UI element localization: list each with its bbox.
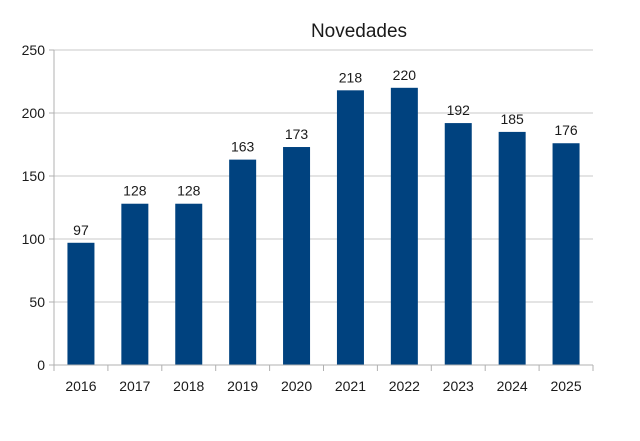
y-tick-label: 250 [22,42,46,58]
bar-2023 [444,123,472,365]
x-tick-label: 2020 [281,378,312,394]
bar-2022 [390,87,418,366]
x-tick-label: 2022 [389,378,420,394]
y-tick-label: 50 [29,294,45,310]
x-tick-label: 2016 [65,378,96,394]
bar-2025 [552,143,580,365]
bar-2019 [229,159,257,365]
x-tick-label: 2025 [550,378,581,394]
data-label-2021: 218 [339,69,363,85]
bar-2024 [498,131,526,365]
x-tick-label: 2021 [335,378,366,394]
bar-2018 [175,203,203,365]
y-tick-label: 100 [22,231,46,247]
data-label-2016: 97 [73,222,89,238]
y-axis-ticks: 0 50 100 150 200 250 [22,42,54,373]
bar-2017 [121,203,149,365]
x-tick-label: 2017 [119,378,150,394]
data-label-2020: 173 [285,126,309,142]
x-tick-label: 2018 [173,378,204,394]
x-tick-label: 2023 [443,378,474,394]
y-tick-label: 150 [22,168,46,184]
axes [53,50,593,366]
y-tick-label: 0 [37,357,45,373]
bar-2020 [283,147,311,365]
x-tick-label: 2019 [227,378,258,394]
data-label-2018: 128 [177,183,201,199]
data-label-2024: 185 [500,111,524,127]
bar-2016 [67,242,95,365]
data-label-2025: 176 [554,122,578,138]
y-tick-label: 200 [22,105,46,121]
data-label-2019: 163 [231,139,255,155]
data-label-2022: 220 [393,67,417,83]
data-labels: 97 128 128 163 173 218 220 192 185 176 [73,67,578,238]
x-tick-label: 2024 [497,378,528,394]
chart-title: Novedades [311,21,407,42]
bars [67,87,580,366]
bar-2021 [336,90,364,365]
x-axis-ticks: 2016 2017 2018 2019 2020 2021 2022 2023 2024 2025 [53,365,594,394]
data-label-2017: 128 [123,183,147,199]
data-label-2023: 192 [447,102,471,118]
